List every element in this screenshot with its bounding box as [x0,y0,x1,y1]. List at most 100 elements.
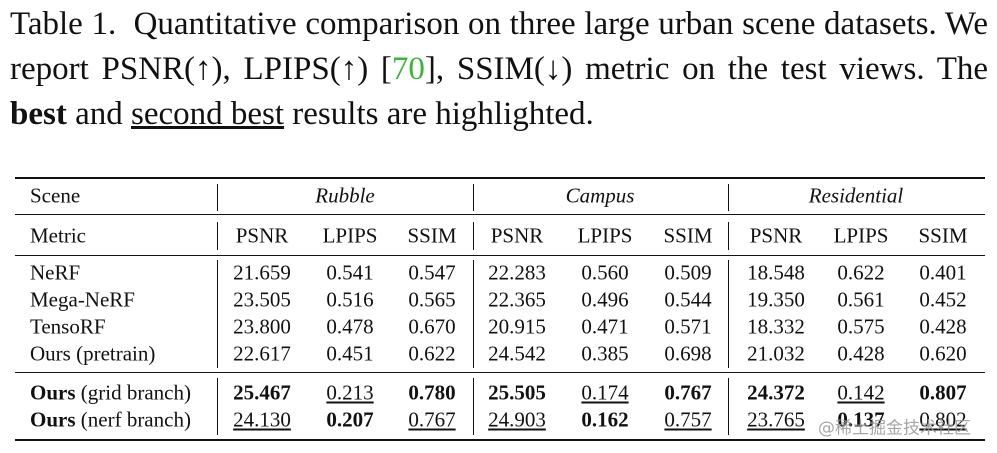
metric-header: SSIM [918,223,968,248]
cell: 0.622 [837,260,885,285]
cell: 0.620 [919,341,967,366]
cell: 0.496 [581,287,629,312]
cell: 0.451 [326,341,374,366]
column-divider [217,378,218,435]
citation[interactable]: 70 [391,51,425,87]
row-label: Mega-NeRF [30,288,135,313]
cell: 25.505 [488,380,546,405]
cell: 22.365 [488,287,546,312]
column-divider [473,184,474,211]
column-divider [473,260,474,368]
caption-text: results are highlighted. [284,96,594,132]
metric-header: PSNR [490,223,544,248]
cell: 0.162 [581,407,629,432]
caption-label: Table 1. [10,6,117,42]
top-rule [15,177,985,179]
cell: 0.807 [919,380,967,405]
metric-header: LPIPS [577,223,633,248]
caption: Table 1. Quantitative comparison on thre… [10,2,988,137]
metric-header: SSIM [407,223,457,248]
rule [15,372,985,373]
cell: 23.765 [747,407,805,432]
cell: 0.516 [326,287,374,312]
metric-header: PSNR [749,223,803,248]
column-divider [217,260,218,368]
row-label: TensoRF [30,315,106,340]
cell: 0.174 [581,380,629,405]
cell: 0.670 [408,314,456,339]
cell: 24.372 [747,380,805,405]
cell: 0.385 [581,341,629,366]
group-header: Residential [808,183,904,208]
group-header: Rubble [315,183,375,208]
cell: 0.767 [408,407,456,432]
rule [15,255,985,256]
row-label: Ours (grid branch) [30,381,191,406]
cell: 20.915 [488,314,546,339]
cell: 0.207 [326,407,374,432]
row-label-text: NeRF [30,260,81,285]
cell: 0.213 [326,380,374,405]
cell: 23.505 [233,287,291,312]
metric-header: SSIM [663,223,713,248]
caption-underline: second best [131,96,285,132]
row-label-text: TensoRF [30,314,106,339]
cell: 24.130 [233,407,291,432]
cell: 19.350 [747,287,805,312]
cell: 0.767 [664,380,712,405]
cell: 25.467 [233,380,291,405]
cell: 0.561 [837,287,885,312]
cell: 0.544 [664,287,712,312]
cell: 21.032 [747,341,805,366]
cell: 24.542 [488,341,546,366]
row-label-text: Ours (pretrain) [30,341,156,366]
row-label-text: (grid branch) [80,380,191,405]
column-divider [217,222,218,250]
row-label-text: (nerf branch) [80,407,191,432]
cell: 0.478 [326,314,374,339]
cell: 0.575 [837,314,885,339]
cell: 0.560 [581,260,629,285]
cell: 22.283 [488,260,546,285]
metric-header: PSNR [235,223,289,248]
cell: 0.428 [837,341,885,366]
cell: 18.332 [747,314,805,339]
column-divider [728,378,729,435]
cell: 0.698 [664,341,712,366]
column-divider [473,222,474,250]
caption-text: and [66,96,131,132]
cell: 21.659 [233,260,291,285]
row-label-bold: Ours [30,407,76,432]
row-label: Ours (nerf branch) [30,408,191,433]
header-label: Scene [30,183,81,208]
cell: 0.137 [837,407,885,432]
row-label-bold: Ours [30,380,76,405]
column-divider [728,222,729,250]
rule [15,214,985,215]
cell: 0.757 [664,407,712,432]
metric-header: LPIPS [322,223,378,248]
cell: 0.571 [664,314,712,339]
row-label: NeRF [30,261,80,286]
cell: 24.903 [488,407,546,432]
cell: 0.541 [326,260,374,285]
cell: 18.548 [747,260,805,285]
caption-text: Quantitative comparison on three large u… [10,6,988,87]
caption-text: ], SSIM(↓) metric on the test views. The [424,51,989,87]
metric-header: LPIPS [833,223,889,248]
cell: 0.547 [408,260,456,285]
header-label: Metric [30,223,86,248]
caption-bold: best [10,96,67,132]
group-header: Campus [565,183,635,208]
column-divider [728,260,729,368]
cell: 0.802 [919,407,967,432]
cell: 0.509 [664,260,712,285]
cell: 22.617 [233,341,291,366]
column-divider [728,184,729,211]
cell: 0.142 [837,380,885,405]
cell: 0.428 [919,314,967,339]
cell: 0.565 [408,287,456,312]
column-divider [217,184,218,211]
cell: 23.800 [233,314,291,339]
